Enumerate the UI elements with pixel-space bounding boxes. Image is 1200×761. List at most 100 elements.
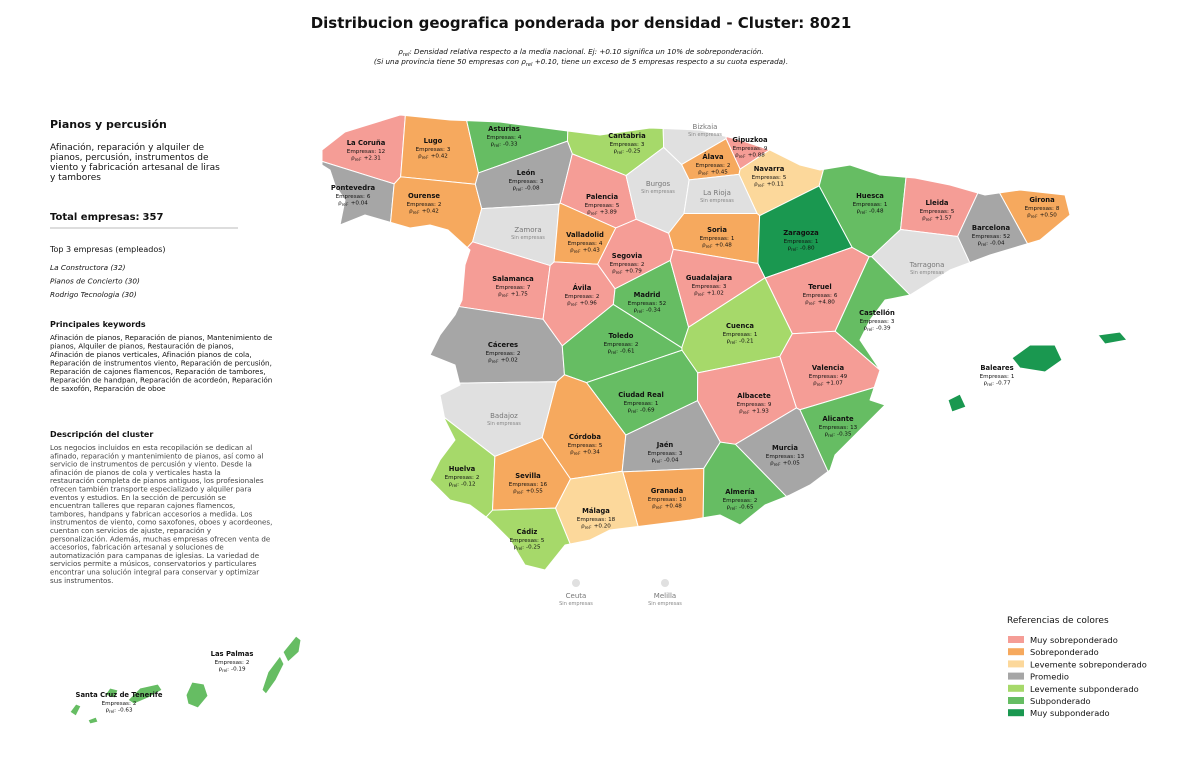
legend-swatch (1008, 648, 1024, 656)
rho-value: -0.04 (664, 458, 679, 464)
province-status: Sin empresas (688, 132, 722, 138)
empresas-label: Empresas: (102, 701, 131, 707)
rho-sep: : (621, 269, 623, 275)
total-value: 357 (143, 212, 164, 223)
province-empresas: Empresas: 1 (700, 236, 735, 242)
empresas-value: 2 (438, 202, 442, 208)
rho-sep: : (497, 358, 499, 364)
rho-symbol: ρ (813, 381, 817, 387)
province-name: Segovia (612, 252, 643, 260)
empresas-value: 13 (850, 425, 858, 431)
province-name: Bizkaia (693, 123, 718, 131)
province-empresas: Empresas: 2 (445, 475, 480, 481)
legend-label: Levemente sobreponderado (1030, 659, 1147, 669)
province-name: Zamora (514, 226, 541, 234)
province-status: Sin empresas (648, 601, 682, 607)
rho-value: -0.12 (461, 482, 475, 488)
province-rho: ρrel: +0.34 (570, 450, 600, 457)
rho-sep: : (418, 209, 420, 215)
province-empresas: Empresas: 3 (692, 284, 727, 290)
province-name: León (517, 169, 536, 177)
empresas-value: 3 (447, 147, 451, 153)
rho-symbol: ρ (1027, 213, 1031, 219)
rho-sep: : (986, 241, 988, 247)
description-line: instrumentos de viento, como saxofones, … (50, 518, 272, 527)
empresas-value: 4 (599, 241, 603, 247)
cluster-subtitle: pianos, percusión, instrumentos de (50, 152, 209, 163)
province-status: Sin empresas (641, 189, 675, 195)
legend-swatch (1008, 672, 1024, 680)
province-status: Sin empresas (559, 601, 593, 607)
rho-sep: : (660, 458, 662, 464)
empresas-value: 3 (891, 319, 895, 325)
province (485, 507, 571, 571)
empresas-label: Empresas: (496, 285, 525, 291)
province-name: Navarra (754, 165, 785, 173)
empresas-label: Empresas: (585, 203, 614, 209)
rho-symbol: ρ (726, 339, 730, 345)
rho-subscript: rel (860, 210, 865, 215)
province-empresas: Empresas: 2 (215, 660, 250, 666)
rho-sep: : (763, 182, 765, 188)
province-empresas: Empresas: 2 (723, 498, 758, 504)
rho-symbol: ρ (613, 149, 617, 155)
cluster-subtitle: Afinación, reparación y alquiler de (50, 142, 205, 153)
rho-symbol: ρ (587, 210, 591, 216)
province-status: Sin empresas (910, 270, 944, 276)
cluster-subtitle: y tambores (50, 173, 101, 183)
empresas-label: Empresas: (723, 498, 752, 504)
rho-subscript: rel (571, 302, 576, 307)
empresas-value: 1 (1011, 374, 1015, 380)
province-rho: ρrel: -0.61 (607, 349, 635, 356)
province-rho: ρrel: +4.80 (805, 300, 835, 307)
province-empresas: Empresas: 49 (809, 374, 848, 380)
rho-subscript: rel (774, 462, 779, 467)
keywords-line: pianos, Alquiler de pianos, Restauración… (50, 342, 234, 351)
province-name: Barcelona (972, 224, 1011, 232)
empresas-value: 1 (884, 202, 888, 208)
empresas-label: Empresas: (509, 482, 538, 488)
province-empresas: Empresas: 5 (920, 209, 955, 215)
description-line: restauración completa de pianos antiguos… (50, 476, 264, 485)
legend-swatch (1008, 684, 1024, 692)
province-island (261, 655, 285, 695)
rho-value: +1.07 (826, 381, 844, 387)
rho-symbol: ρ (567, 301, 571, 307)
note-part: ρ (398, 47, 403, 56)
province-island (1011, 344, 1063, 373)
rho-value: -0.19 (231, 667, 246, 673)
rho-sep: : (616, 349, 618, 355)
rho-sep: : (872, 326, 874, 332)
province-rho: ρrel: -0.48 (856, 209, 884, 216)
rho-subscript: rel (452, 483, 457, 488)
rho-sep: : (833, 432, 835, 438)
empresas-label: Empresas: (610, 142, 639, 148)
rho-subscript: rel (617, 150, 622, 155)
description-heading: Descripción del cluster (50, 429, 153, 439)
legend-label: Muy subponderado (1030, 708, 1110, 718)
keywords-heading: Principales keywords (50, 320, 146, 329)
province-name: Ourense (408, 192, 440, 200)
province-empresas: Empresas: 13 (819, 425, 858, 431)
rho-value: -0.04 (990, 241, 1005, 247)
rho-sep: : (622, 149, 624, 155)
cluster-subtitle: viento y fabricación artesanal de liras (50, 162, 220, 173)
rho-value: -0.34 (646, 308, 661, 314)
empresas-label: Empresas: (407, 202, 436, 208)
province-name: Ávila (573, 283, 592, 292)
province-empresas: Empresas: 6 (803, 293, 838, 299)
province-rho: ρrel: +3.89 (587, 210, 617, 217)
province-rho: ρrel: +0.05 (770, 461, 800, 468)
description-line: encontrar una solución integral para con… (50, 568, 259, 577)
rho-value: -0.63 (118, 708, 133, 714)
empresas-value: 18 (608, 517, 616, 523)
rho-symbol: ρ (351, 156, 355, 162)
province-rho: ρrel: +0.79 (612, 269, 642, 276)
province-rho: ρrel: -0.80 (787, 246, 815, 253)
rho-sep: : (360, 156, 362, 162)
rho-symbol: ρ (702, 243, 706, 249)
rho-subscript: rel (492, 359, 497, 364)
map (69, 114, 1128, 725)
empresas-label: Empresas: (336, 194, 365, 200)
